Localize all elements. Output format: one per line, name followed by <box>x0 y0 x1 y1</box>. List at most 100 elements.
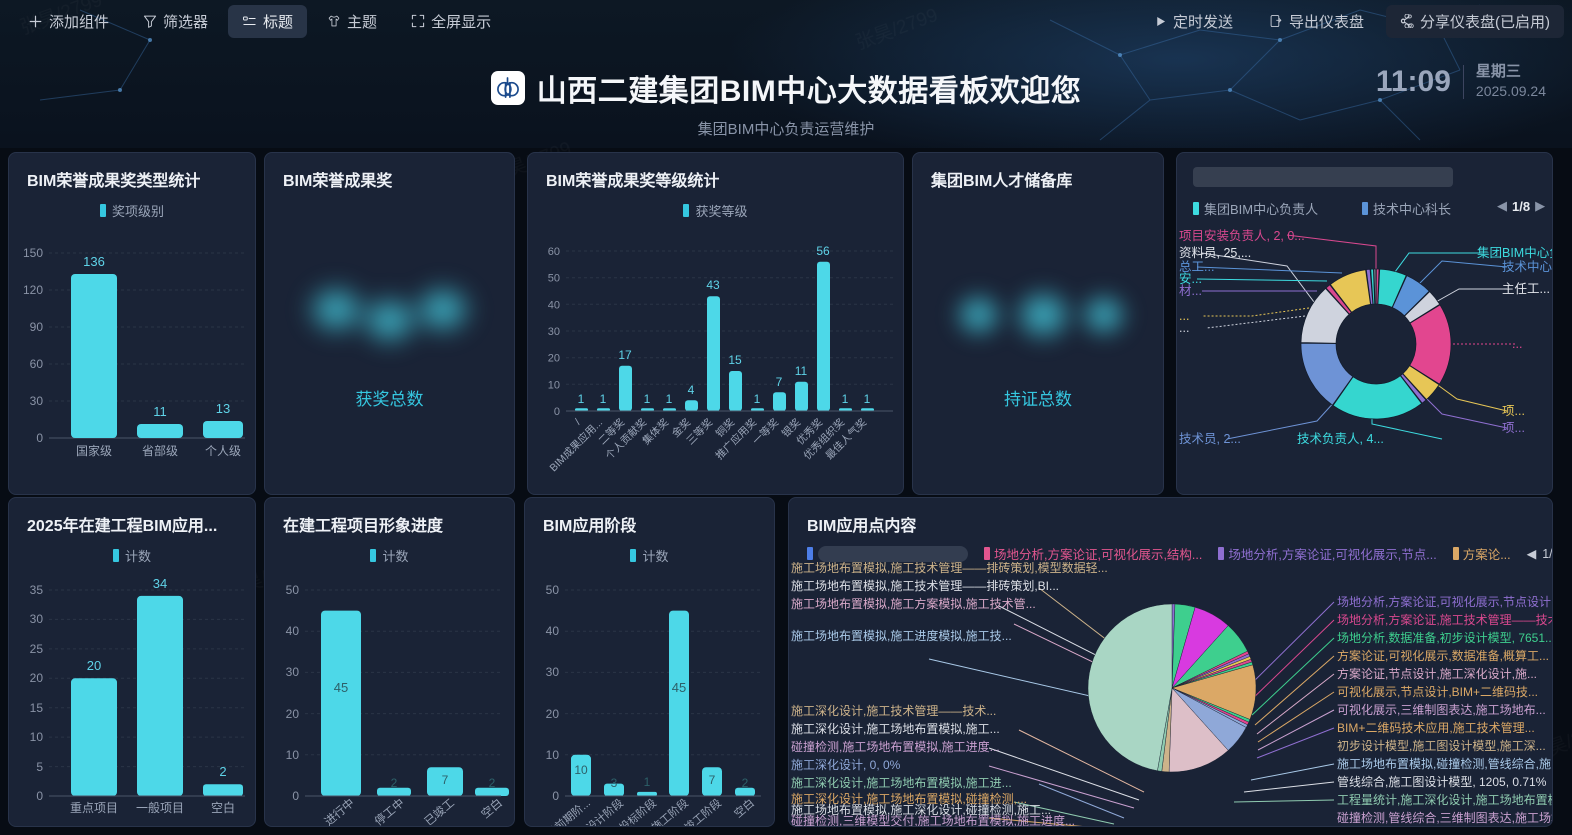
svg-text:重点项目: 重点项目 <box>70 801 118 815</box>
svg-text:10: 10 <box>30 730 44 744</box>
svg-text:10: 10 <box>286 748 300 762</box>
svg-text:进行中: 进行中 <box>322 796 357 827</box>
svg-text:集团BIM中心负责人...: 集团BIM中心负责人... <box>1477 245 1553 260</box>
svg-text:已竣工: 已竣工 <box>422 796 457 827</box>
svg-text:20: 20 <box>548 353 560 365</box>
svg-text:0: 0 <box>36 789 43 803</box>
svg-text:2: 2 <box>489 776 496 790</box>
svg-text:空白: 空白 <box>478 796 505 822</box>
svg-text:17: 17 <box>618 348 632 362</box>
svg-text:技术负责人, 4...: 技术负责人, 4... <box>1297 432 1384 446</box>
svg-text:4: 4 <box>688 383 695 397</box>
svg-text:主任工...: 主任工... <box>1502 282 1550 296</box>
svg-text:3: 3 <box>611 776 618 790</box>
svg-text:30: 30 <box>548 326 560 338</box>
svg-text:40: 40 <box>548 299 560 311</box>
svg-text:30: 30 <box>286 665 300 679</box>
svg-text:0: 0 <box>292 789 299 803</box>
svg-text:0: 0 <box>554 406 560 418</box>
svg-text:方案论证,节点设计,施工深化设计,施...: 方案论证,节点设计,施工深化设计,施... <box>1337 666 1537 681</box>
svg-text:20: 20 <box>87 658 101 673</box>
svg-text:40: 40 <box>286 624 300 638</box>
svg-text:15: 15 <box>30 701 44 715</box>
svg-text:10: 10 <box>574 763 588 777</box>
svg-text:35: 35 <box>30 583 44 597</box>
svg-text:60: 60 <box>30 357 44 371</box>
svg-text:1: 1 <box>754 392 761 406</box>
svg-text:可视化展示,节点设计,BIM+二维码技...: 可视化展示,节点设计,BIM+二维码技... <box>1337 684 1538 699</box>
svg-text:场地分析,方案论证,施工技术管理——技术交...: 场地分析,方案论证,施工技术管理——技术交... <box>1337 612 1553 627</box>
svg-text:20: 20 <box>546 707 560 721</box>
svg-text:施工场地布置模拟,施工技术管理——排砖策划,BI...: 施工场地布置模拟,施工技术管理——排砖策划,BI... <box>791 578 1059 593</box>
svg-text:一等奖: 一等奖 <box>750 416 782 448</box>
svg-text:BIM+二维码技术应用,施工技术管理...: BIM+二维码技术应用,施工技术管理... <box>1337 720 1535 735</box>
svg-text:施工深化设计,施工技术管理——技术...: 施工深化设计,施工技术管理——技术... <box>791 703 996 718</box>
svg-text:40: 40 <box>546 624 560 638</box>
svg-text:2: 2 <box>219 764 226 779</box>
svg-text:30: 30 <box>30 394 44 408</box>
svg-text:施工深化设计, 0, 0%: 施工深化设计, 0, 0% <box>791 758 901 772</box>
svg-text:7: 7 <box>776 375 783 389</box>
svg-text:90: 90 <box>30 320 44 334</box>
svg-text:1: 1 <box>644 392 651 406</box>
svg-text:136: 136 <box>83 254 105 269</box>
svg-text:三等奖: 三等奖 <box>684 416 716 448</box>
svg-text:总工...: 总工... <box>1179 260 1214 274</box>
svg-text:碰撞检测,管线综合,三维制图表达,施工场地布置模拟,施...: 碰撞检测,管线综合,三维制图表达,施工场地布置模拟,施... <box>1337 810 1553 825</box>
svg-text:1: 1 <box>578 392 585 406</box>
svg-text:技术中心科...: 技术中心科... <box>1502 259 1553 274</box>
svg-text:管线综合,施工图设计模型, 1205, 0.71%: 管线综合,施工图设计模型, 1205, 0.71% <box>1337 774 1547 789</box>
svg-text:资料员, 25,...: 资料员, 25,... <box>1179 246 1251 260</box>
svg-text:碰撞检测,三维模型交付,施工场地布置模拟,施工进度...: 碰撞检测,三维模型交付,施工场地布置模拟,施工进度... <box>791 813 1075 827</box>
svg-text:初步设计模型,施工图设计模型,施工深...: 初步设计模型,施工图设计模型,施工深... <box>1337 739 1546 753</box>
svg-text:5: 5 <box>36 760 43 774</box>
svg-text:7: 7 <box>709 773 716 787</box>
svg-text:项目前期阶...: 项目前期阶... <box>535 796 593 827</box>
svg-text:2: 2 <box>391 776 398 790</box>
svg-text:项...: 项... <box>1502 421 1525 435</box>
svg-text:30: 30 <box>546 665 560 679</box>
svg-text:材...: 材... <box>1179 284 1202 298</box>
svg-text:一般项目: 一般项目 <box>136 800 184 815</box>
svg-text:施工深化设计,施工场地布置模拟,施工...: 施工深化设计,施工场地布置模拟,施工... <box>791 722 1000 736</box>
svg-text:施工场地布置模拟,施工技术管理——排砖策划,模型数据轻...: 施工场地布置模拟,施工技术管理——排砖策划,模型数据轻... <box>791 562 1108 575</box>
svg-text:技术员, 2...: 技术员, 2... <box>1179 432 1241 446</box>
svg-text:施工场地布置模拟,碰撞检测,管线综合,施...: 施工场地布置模拟,碰撞检测,管线综合,施... <box>1337 756 1553 771</box>
svg-text:43: 43 <box>706 278 720 292</box>
svg-text:项...: 项... <box>1502 404 1525 418</box>
svg-text:施工阶段: 施工阶段 <box>648 796 691 827</box>
svg-text:50: 50 <box>548 273 560 285</box>
svg-text:集体奖: 集体奖 <box>640 416 672 448</box>
svg-text:10: 10 <box>548 379 560 391</box>
svg-text:11: 11 <box>153 404 167 419</box>
svg-text:碰撞检测,施工场地布置模拟,施工进度...: 碰撞检测,施工场地布置模拟,施工进度... <box>791 739 1000 754</box>
svg-text:个人级: 个人级 <box>205 444 241 458</box>
svg-text:场地分析,方案论证,可视化展示,节点设计,碰撞检测...: 场地分析,方案论证,可视化展示,节点设计,碰撞检测... <box>1337 594 1553 609</box>
svg-text:竣工阶段: 竣工阶段 <box>681 796 724 827</box>
svg-text:/: / <box>573 417 584 428</box>
svg-text:2: 2 <box>742 776 749 790</box>
svg-text:工程量统计,施工深化设计,施工场地布置模拟,施...: 工程量统计,施工深化设计,施工场地布置模拟,施... <box>1337 792 1553 807</box>
svg-text:...: ... <box>1179 321 1189 335</box>
svg-text:空白: 空白 <box>211 800 235 815</box>
svg-text:...: ... <box>1179 309 1189 323</box>
svg-text:方案论证,可视化展示,数据准备,概算工...: 方案论证,可视化展示,数据准备,概算工... <box>1337 648 1549 663</box>
svg-text:1: 1 <box>600 392 607 406</box>
svg-text:13: 13 <box>216 401 230 416</box>
svg-text:1: 1 <box>864 392 871 406</box>
svg-text:1: 1 <box>644 775 651 789</box>
svg-text:省部级: 省部级 <box>142 443 178 458</box>
svg-text:1: 1 <box>666 392 673 406</box>
svg-text:11: 11 <box>795 364 808 378</box>
svg-text:60: 60 <box>548 246 560 258</box>
svg-text:15: 15 <box>728 353 742 367</box>
svg-text:施工深化设计,施工场地布置模拟,施工进...: 施工深化设计,施工场地布置模拟,施工进... <box>791 776 1012 790</box>
svg-text:20: 20 <box>30 671 44 685</box>
svg-text:0: 0 <box>36 431 43 445</box>
svg-text:施工场地布置模拟,施工进度模拟,施工技...: 施工场地布置模拟,施工进度模拟,施工技... <box>791 628 1012 643</box>
svg-text:20: 20 <box>286 707 300 721</box>
svg-text:150: 150 <box>23 246 43 260</box>
svg-text:50: 50 <box>286 583 300 597</box>
svg-text:45: 45 <box>672 680 686 695</box>
svg-text:120: 120 <box>23 283 43 297</box>
